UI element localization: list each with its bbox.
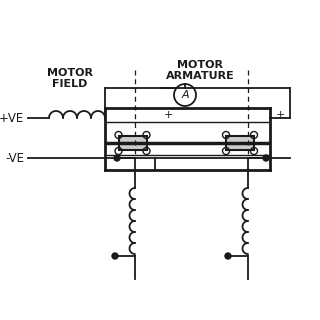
Text: +: +	[163, 110, 173, 120]
Text: +: +	[275, 110, 285, 120]
Text: FIELD: FIELD	[52, 79, 88, 89]
Text: MOTOR: MOTOR	[177, 60, 223, 70]
Bar	[226, 136, 254, 150]
Circle shape	[114, 155, 120, 161]
Text: -VE: -VE	[5, 151, 24, 164]
Text: A: A	[181, 90, 189, 100]
Text: ARMATURE: ARMATURE	[166, 71, 234, 81]
Circle shape	[225, 253, 231, 259]
Bar	[118, 136, 147, 150]
Text: +VE: +VE	[0, 111, 24, 124]
Circle shape	[112, 253, 118, 259]
Circle shape	[263, 155, 269, 161]
Text: MOTOR: MOTOR	[47, 68, 93, 78]
